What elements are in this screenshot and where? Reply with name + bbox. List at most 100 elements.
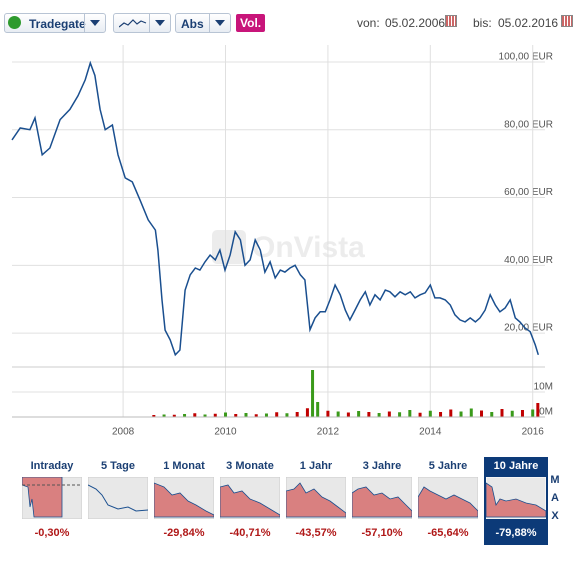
volume-bar xyxy=(183,414,187,417)
volume-bar xyxy=(346,412,350,417)
dropdown-arrow xyxy=(149,14,170,32)
x-tick-label: 2016 xyxy=(522,427,545,438)
volume-toggle[interactable]: Vol. xyxy=(236,14,266,32)
volume-bar xyxy=(326,410,330,417)
range-label: 3 Monate xyxy=(226,460,274,472)
volume-bar xyxy=(254,414,258,417)
scale-dropdown[interactable]: Abs xyxy=(175,13,231,33)
max-button[interactable]: MAX xyxy=(550,474,560,522)
range-tile[interactable]: 1 Monat -29,84% xyxy=(152,457,216,545)
volume-bar xyxy=(162,414,166,417)
range-thumbnail xyxy=(22,477,82,519)
y-tick-label: 60,00 EUR xyxy=(504,187,553,198)
volume-bar xyxy=(449,409,453,417)
thumbnail-area xyxy=(220,484,280,518)
to-date[interactable]: 05.02.2016 xyxy=(498,16,559,30)
range-change: -40,71% xyxy=(229,527,271,539)
thumbnail-area xyxy=(352,486,412,518)
thumbnail-area xyxy=(286,482,346,518)
chart-style-dropdown[interactable] xyxy=(113,13,171,33)
range-change: -79,88% xyxy=(495,527,537,539)
range-thumbnail xyxy=(486,477,546,519)
range-label: 1 Jahr xyxy=(299,460,333,472)
dropdown-arrow xyxy=(84,14,105,32)
volume-bar xyxy=(336,411,340,417)
volume-bar xyxy=(387,411,391,417)
volume-bar xyxy=(213,413,217,417)
volume-bar xyxy=(480,410,484,417)
range-label: 10 Jahre xyxy=(493,460,539,472)
range-change: -0,30% xyxy=(34,527,70,539)
thumbnail-bg xyxy=(88,477,148,519)
range-thumbnail xyxy=(88,477,148,519)
y-tick-label: 100,00 EUR xyxy=(499,52,553,63)
y-tick-label: 40,00 EUR xyxy=(504,255,553,266)
volume-bar xyxy=(367,412,371,417)
range-label: 3 Jahre xyxy=(362,460,402,472)
volume-bar xyxy=(172,414,176,417)
volume-bar xyxy=(377,413,381,417)
range-thumbnail xyxy=(220,477,280,519)
range-label: 1 Monat xyxy=(163,460,205,472)
volume-bar xyxy=(316,402,320,417)
exchange-dropdown[interactable]: Tradegate xyxy=(4,13,106,33)
volume-bar xyxy=(469,408,473,417)
volume-bar xyxy=(152,415,156,417)
price-line xyxy=(11,60,540,357)
volume-bar xyxy=(224,412,228,417)
range-tile[interactable]: 5 Jahre -65,64% xyxy=(416,457,480,545)
x-tick-label: 2008 xyxy=(112,427,135,438)
from-date[interactable]: 05.02.2006 xyxy=(385,16,446,30)
calendar-button[interactable] xyxy=(561,15,573,27)
volume-bar xyxy=(428,410,432,417)
thumbnail-area xyxy=(486,482,546,518)
range-change: -29,84% xyxy=(163,527,205,539)
range-tile[interactable]: 3 Jahre -57,10% xyxy=(350,457,414,545)
volume-bar xyxy=(418,412,422,417)
watermark: OnVista xyxy=(252,231,365,264)
from-label: von: xyxy=(357,16,380,30)
range-label: 5 Jahre xyxy=(428,460,468,472)
volume-bar xyxy=(459,411,463,417)
range-tile[interactable]: Intraday -0,30% xyxy=(20,457,84,545)
volume-bar xyxy=(305,408,309,417)
range-label: Intraday xyxy=(30,460,74,472)
thumbnail-area xyxy=(418,486,478,518)
calendar-button[interactable] xyxy=(445,15,457,27)
watermark-logo xyxy=(212,230,246,264)
range-thumbnail xyxy=(352,477,412,519)
thumbnail-line xyxy=(88,484,148,512)
range-tile[interactable]: 10 Jahre -79,88% xyxy=(484,457,548,545)
volume-bar xyxy=(193,413,197,417)
range-tile[interactable]: 3 Monate -40,71% xyxy=(218,457,282,545)
volume-bar xyxy=(531,409,535,417)
volume-bar xyxy=(490,412,494,417)
range-tile[interactable]: 1 Jahr -43,57% xyxy=(284,457,348,545)
volume-bar xyxy=(510,410,514,417)
volume-bar xyxy=(203,414,207,417)
volume-bar xyxy=(234,414,238,417)
range-change: -65,64% xyxy=(427,527,469,539)
volume-bar xyxy=(398,412,402,417)
range-thumbnail xyxy=(154,477,214,519)
range-thumbnail xyxy=(286,477,346,519)
line-style-icon xyxy=(119,19,147,28)
chart: OnVista 20,00 EUR 40,00 EUR 60,00 EUR 80,00… xyxy=(11,45,553,438)
range-change: -57,10% xyxy=(361,527,403,539)
range-label: 5 Tage xyxy=(100,460,136,472)
thumbnail-area xyxy=(22,477,63,518)
volume-bar xyxy=(275,412,279,417)
volume-bar xyxy=(285,413,289,417)
y-tick-label: 20,00 EUR xyxy=(504,323,553,334)
y-tick-label: 0M xyxy=(539,407,553,418)
y-tick-label: 80,00 EUR xyxy=(504,119,553,130)
range-tile[interactable]: 5 Tage xyxy=(86,457,150,545)
x-tick-label: 2012 xyxy=(317,427,340,438)
volume-bar xyxy=(536,403,540,417)
thumbnail-area xyxy=(154,482,214,518)
range-thumbnail xyxy=(418,477,478,519)
x-tick-label: 2010 xyxy=(214,427,237,438)
volume-bar xyxy=(439,412,443,417)
volume-bar xyxy=(295,412,299,417)
